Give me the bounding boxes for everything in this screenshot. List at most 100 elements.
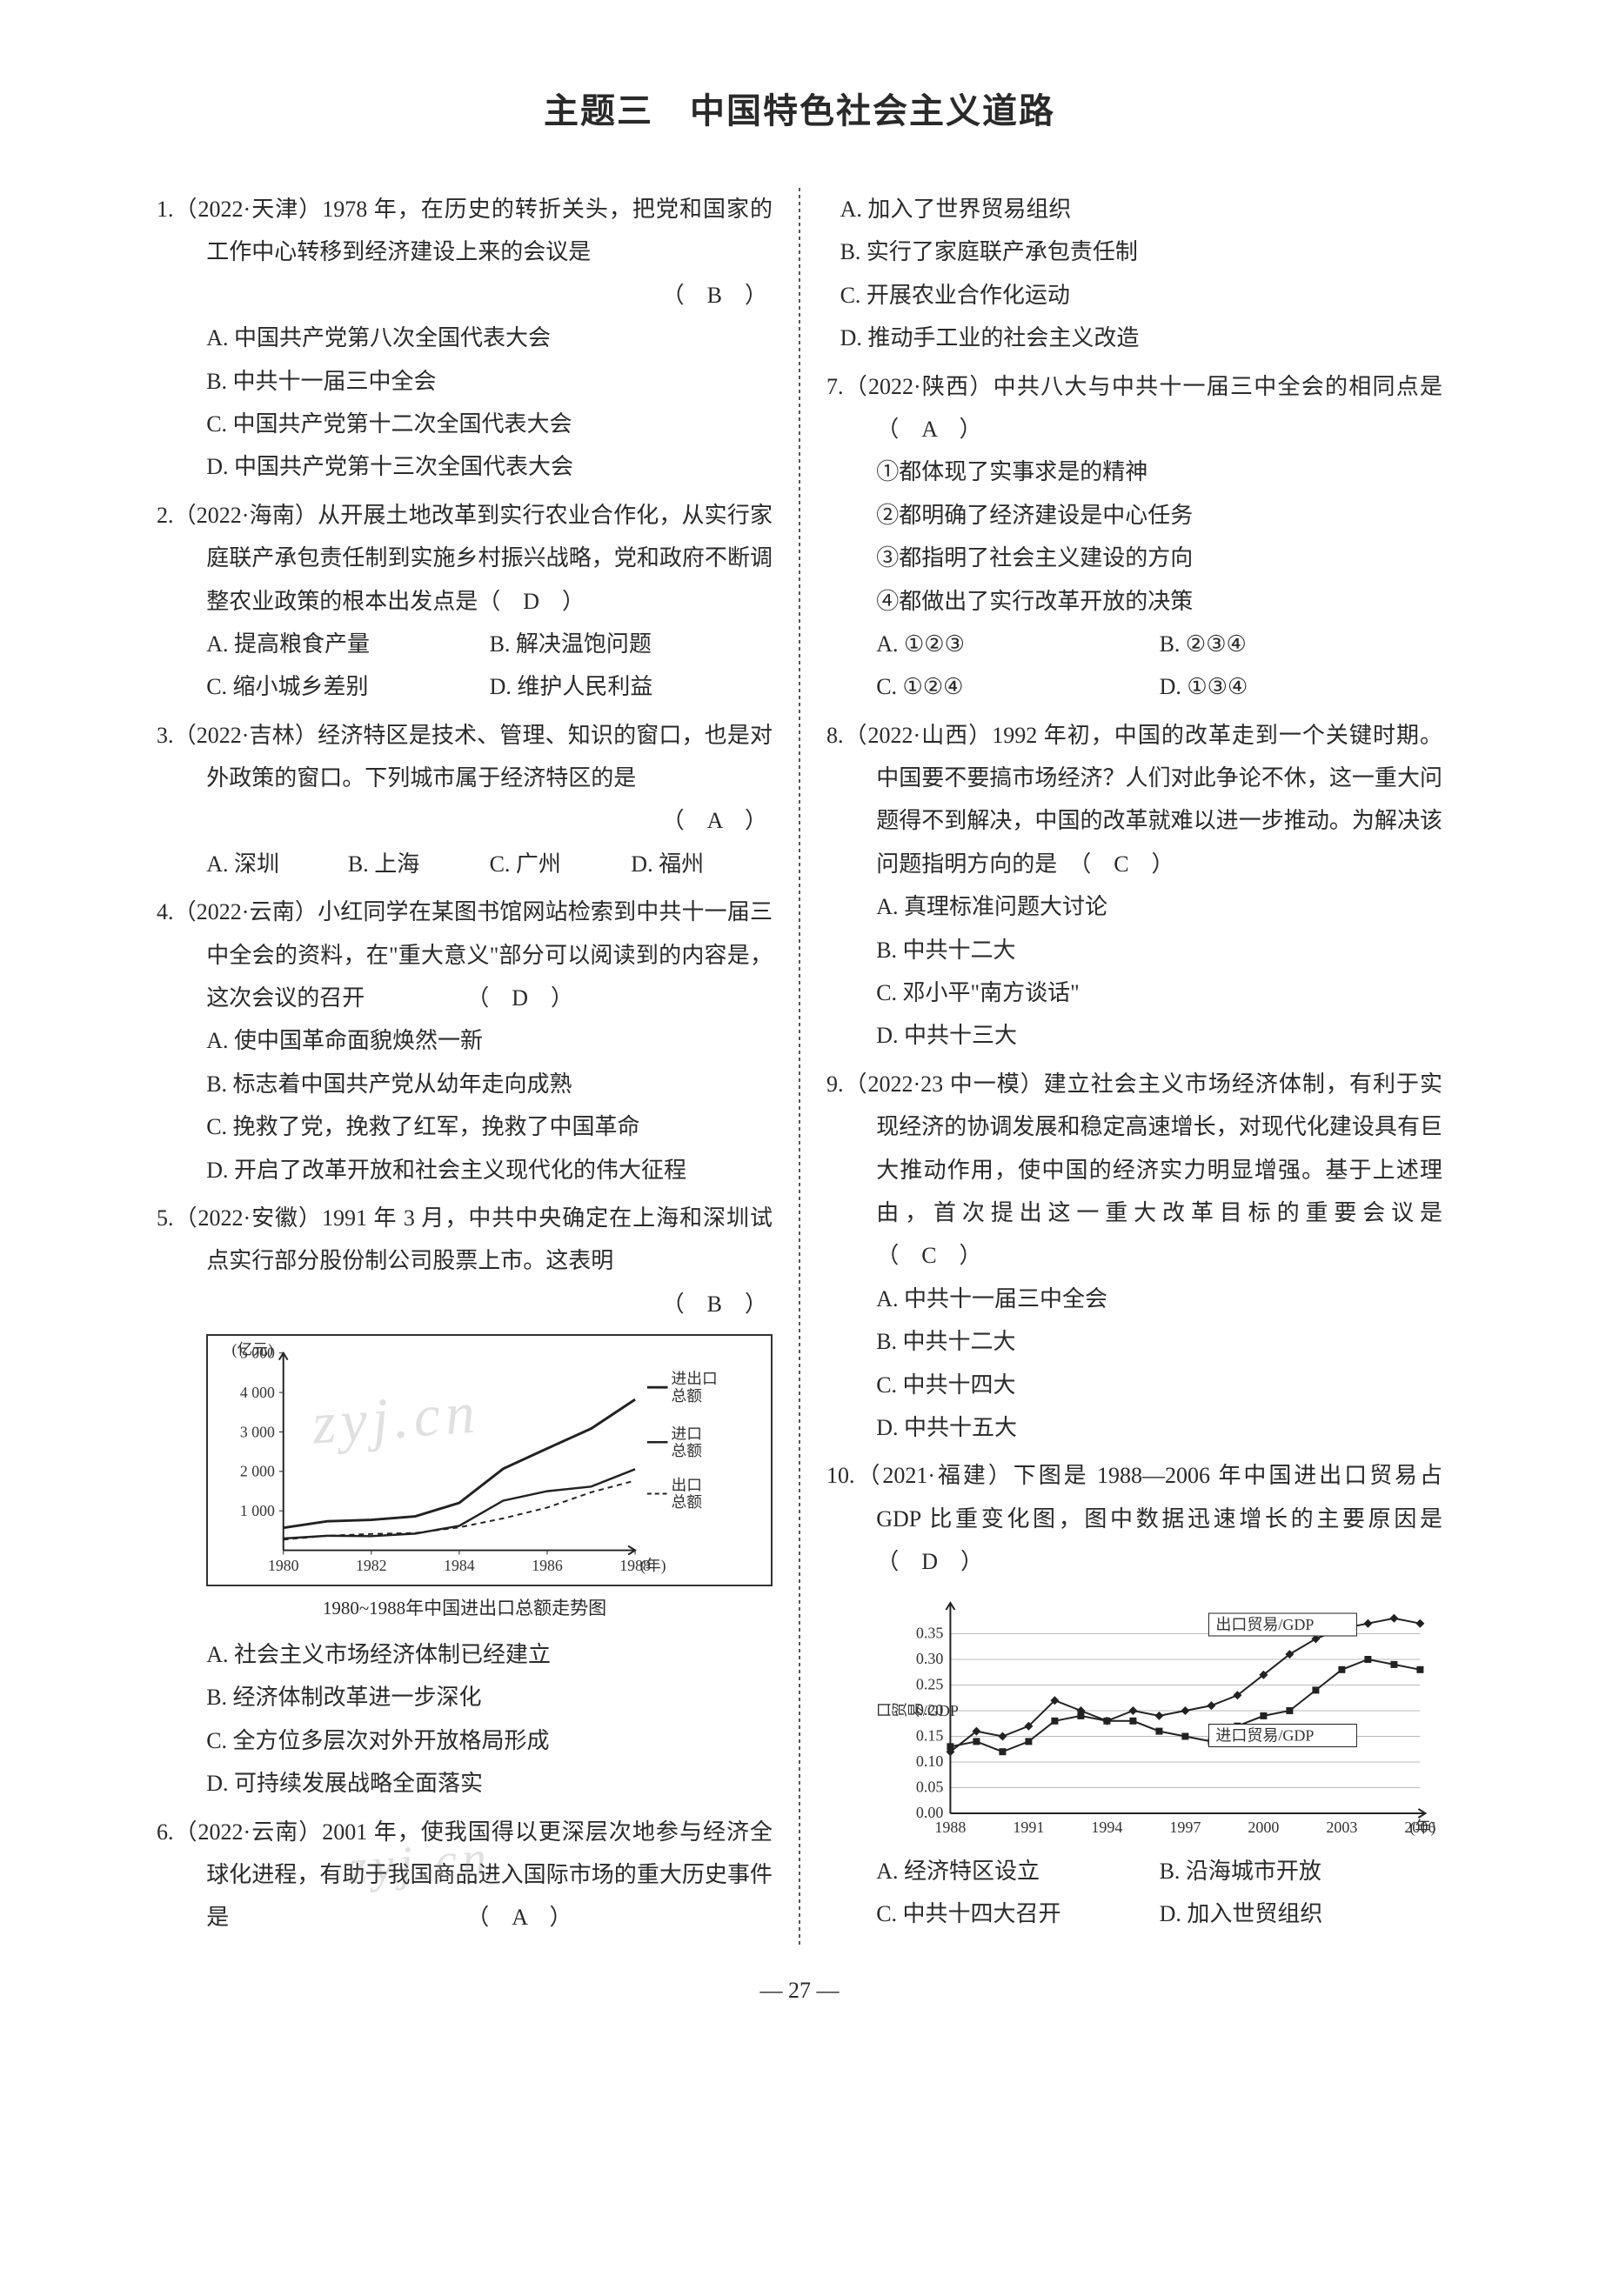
q8-option-a: A. 真理标准问题大讨论 [826, 885, 1442, 928]
q6-option-c: C. 开展农业合作化运动 [826, 274, 1442, 317]
q9-option-b: B. 中共十二大 [826, 1320, 1442, 1363]
q9-stem: 9.（2022·23 中一模）建立社会主义市场经济体制，有利于实现经济的协调发展… [826, 1063, 1442, 1278]
q2-option-c: C. 缩小城乡差别 [206, 665, 489, 708]
q7-option-c: C. ①②④ [876, 665, 1159, 708]
svg-text:出口: 出口 [672, 1477, 703, 1494]
q6-option-b: B. 实行了家庭联产承包责任制 [826, 230, 1442, 273]
svg-text:总额: 总额 [672, 1442, 703, 1459]
q7-option-d: D. ①③④ [1160, 665, 1442, 708]
question-2: 2.（2022·海南）从开展土地改革到实行农业合作化，从实行家庭联产承包责任制到… [157, 494, 773, 709]
q2-option-a: A. 提高粮食产量 [206, 623, 489, 665]
q1-stem: 1.（2022·天津）1978 年，在历史的转折关头，把党和国家的工作中心转移到… [157, 188, 773, 274]
svg-text:3 000: 3 000 [240, 1424, 275, 1441]
svg-text:总额: 总额 [672, 1387, 703, 1405]
q1-option-b: B. 中共十一届三中全会 [157, 360, 773, 403]
svg-text:0.25: 0.25 [916, 1675, 944, 1692]
svg-text:1991: 1991 [1014, 1819, 1045, 1836]
q7-option-b: B. ②③④ [1160, 623, 1442, 665]
columns-container: 1.（2022·天津）1978 年，在历史的转折关头，把党和国家的工作中心转移到… [157, 188, 1442, 1945]
q9-option-d: D. 中共十五大 [826, 1406, 1442, 1449]
q3-option-a: A. 深圳 [206, 843, 348, 885]
right-column: A. 加入了世界贸易组织 B. 实行了家庭联产承包责任制 C. 开展农业合作化运… [826, 188, 1442, 1945]
question-6-options: A. 加入了世界贸易组织 B. 实行了家庭联产承包责任制 C. 开展农业合作化运… [826, 188, 1442, 360]
q8-option-c: C. 邓小平"南方谈话" [826, 971, 1442, 1014]
q4-option-d: D. 开启了改革开放和社会主义现代化的伟大征程 [157, 1149, 773, 1191]
svg-text:(年): (年) [1410, 1819, 1436, 1837]
svg-text:1994: 1994 [1092, 1819, 1123, 1836]
svg-text:4 000: 4 000 [240, 1384, 275, 1401]
svg-text:2 000: 2 000 [240, 1463, 275, 1480]
svg-text:(亿元): (亿元) [232, 1341, 273, 1358]
q10-option-a: A. 经济特区设立 [876, 1850, 1159, 1892]
svg-text:0.30: 0.30 [916, 1650, 944, 1667]
q8-stem: 8.（2022·山西）1992 年初，中国的改革走到一个关键时期。中国要不要搞市… [826, 714, 1442, 886]
chart-1: zyj.cn 1 0002 0003 0004 0005 000(亿元)1980… [206, 1334, 773, 1586]
q9-option-c: C. 中共十四大 [826, 1364, 1442, 1406]
q8-option-d: D. 中共十三大 [826, 1014, 1442, 1057]
svg-text:1980: 1980 [268, 1557, 299, 1574]
svg-text:进口贸易/GDP: 进口贸易/GDP [1216, 1726, 1315, 1744]
question-4: 4.（2022·云南）小红同学在某图书馆网站检索到中共十一届三中全会的资料，在"… [157, 891, 773, 1191]
q5-answer: （ B ） [662, 1283, 767, 1325]
q7-stem: 7.（2022·陕西）中共八大与中共十一届三中全会的相同点是 （ A ） [826, 365, 1442, 451]
question-6: 6.（2022·云南）2001 年，使我国得以更深层次地参与经济全球化进程，有助… [157, 1811, 773, 1939]
q1-option-a: A. 中国共产党第八次全国代表大会 [157, 317, 773, 359]
svg-text:1984: 1984 [444, 1557, 475, 1574]
svg-text:0.15: 0.15 [916, 1726, 944, 1744]
svg-text:进口: 进口 [672, 1425, 703, 1443]
q5-option-c: C. 全方位多层次对外开放格局形成 [157, 1719, 773, 1762]
svg-text:2003: 2003 [1327, 1819, 1358, 1836]
q8-option-b: B. 中共十二大 [826, 929, 1442, 971]
q9-option-a: A. 中共十一届三中全会 [826, 1278, 1442, 1320]
chart-2-svg: 0.000.050.100.150.200.250.300.3519881991… [876, 1592, 1442, 1845]
q3-option-d: D. 福州 [631, 843, 773, 885]
svg-text:总额: 总额 [672, 1493, 703, 1511]
q5-option-d: D. 可持续发展战略全面落实 [157, 1762, 773, 1805]
question-7: 7.（2022·陕西）中共八大与中共十一届三中全会的相同点是 （ A ） ①都体… [826, 365, 1442, 709]
q3-stem: 3.（2022·吉林）经济特区是技术、管理、知识的窗口，也是对外政策的窗口。下列… [157, 714, 773, 800]
svg-text:出口贸易/GDP: 出口贸易/GDP [1216, 1616, 1315, 1633]
chart-1-svg: 1 0002 0003 0004 0005 000(亿元)19801982198… [208, 1336, 771, 1585]
q7-item-3: ③都指明了社会主义建设的方向 [826, 537, 1442, 579]
svg-text:1 000: 1 000 [240, 1502, 275, 1519]
question-3: 3.（2022·吉林）经济特区是技术、管理、知识的窗口，也是对外政策的窗口。下列… [157, 714, 773, 886]
page-number: — 27 — [157, 1969, 1442, 2012]
column-divider [799, 188, 800, 1945]
q4-option-c: C. 挽救了党，挽救了红军，挽救了中国革命 [157, 1105, 773, 1148]
q3-option-c: C. 广州 [490, 843, 632, 885]
svg-text:2000: 2000 [1248, 1819, 1280, 1836]
q1-option-c: C. 中国共产党第十二次全国代表大会 [157, 403, 773, 445]
question-5: 5.（2022·安徽）1991 年 3 月，中共中央确定在上海和深圳试点实行部分… [157, 1197, 773, 1805]
svg-text:进出口贸易/GDP: 进出口贸易/GDP [876, 1702, 959, 1719]
q4-option-a: A. 使中国革命面貌焕然一新 [157, 1019, 773, 1062]
svg-text:进出口: 进出口 [672, 1370, 718, 1387]
question-8: 8.（2022·山西）1992 年初，中国的改革走到一个关键时期。中国要不要搞市… [826, 714, 1442, 1058]
q5-option-a: A. 社会主义市场经济体制已经建立 [157, 1633, 773, 1676]
q6-option-d: D. 推动手工业的社会主义改造 [826, 317, 1442, 359]
q10-option-b: B. 沿海城市开放 [1160, 1850, 1442, 1892]
svg-text:1986: 1986 [532, 1557, 563, 1574]
q10-option-c: C. 中共十四大召开 [876, 1892, 1159, 1935]
q4-stem: 4.（2022·云南）小红同学在某图书馆网站检索到中共十一届三中全会的资料，在"… [157, 891, 773, 1019]
question-9: 9.（2022·23 中一模）建立社会主义市场经济体制，有利于实现经济的协调发展… [826, 1063, 1442, 1450]
q7-option-a: A. ①②③ [876, 623, 1159, 665]
svg-text:0.05: 0.05 [916, 1778, 944, 1795]
q2-option-d: D. 维护人民利益 [490, 665, 773, 708]
q6-stem: 6.（2022·云南）2001 年，使我国得以更深层次地参与经济全球化进程，有助… [157, 1811, 773, 1939]
svg-text:0.10: 0.10 [916, 1752, 944, 1770]
page-title: 主题三 中国特色社会主义道路 [157, 78, 1442, 144]
svg-text:1997: 1997 [1170, 1819, 1201, 1836]
q10-stem: 10.（2021·福建）下图是 1988—2006 年中国进出口贸易占 GDP … [826, 1454, 1442, 1583]
svg-text:0.35: 0.35 [916, 1624, 944, 1641]
svg-text:(年): (年) [640, 1557, 666, 1574]
q10-option-d: D. 加入世贸组织 [1160, 1892, 1442, 1935]
q1-option-d: D. 中国共产党第十三次全国代表大会 [157, 445, 773, 488]
q7-item-2: ②都明确了经济建设是中心任务 [826, 494, 1442, 537]
q5-option-b: B. 经济体制改革进一步深化 [157, 1676, 773, 1719]
q2-option-b: B. 解决温饱问题 [490, 623, 773, 665]
question-1: 1.（2022·天津）1978 年，在历史的转折关头，把党和国家的工作中心转移到… [157, 188, 773, 489]
q4-option-b: B. 标志着中国共产党从幼年走向成熟 [157, 1063, 773, 1105]
svg-text:1982: 1982 [356, 1557, 387, 1574]
q3-option-b: B. 上海 [348, 843, 490, 885]
q6-option-a: A. 加入了世界贸易组织 [826, 188, 1442, 230]
